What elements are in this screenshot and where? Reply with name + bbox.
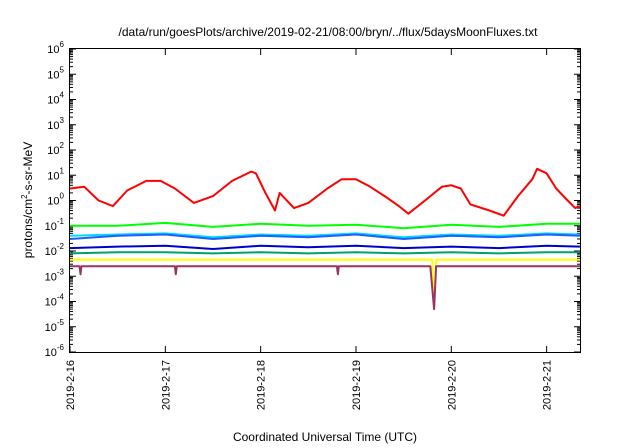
y-tick-label: 100: [47, 192, 64, 208]
series-line-3: [69, 233, 581, 240]
series-line-5: [69, 251, 580, 255]
y-tick-label: 106: [47, 40, 64, 56]
y-axis-label: protons/cm2-s-sr-MeV: [20, 142, 35, 258]
plot-frame: [69, 48, 581, 353]
y-tick-label: 104: [47, 91, 64, 107]
series-line-4: [69, 244, 581, 250]
y-tick-label: 105: [47, 65, 64, 81]
x-tick-label: 2019-2-21: [542, 360, 554, 410]
series-line-7: [70, 265, 580, 311]
series-line-2: [69, 232, 581, 239]
y-axis-ticks: 10-6 10-5 10-4 10-3 10-2 10-1 100 101 102 103 104 1…: [45, 40, 580, 359]
x-tick-label: 2019-2-18: [256, 360, 268, 410]
x-axis-ticks: 2019-2-16 2019-2-17 2019-2-18 2019-2-19 2019…: [65, 49, 554, 410]
series-line-0: [69, 167, 581, 217]
y-tick-label: 101: [47, 166, 64, 182]
y-tick-label: 102: [47, 141, 64, 157]
x-axis-label: Coordinated Universal Time (UTC): [233, 430, 417, 444]
y-tick-label: 10-4: [45, 293, 65, 309]
x-tick-label: 2019-2-16: [65, 360, 77, 410]
series-line-1: [70, 221, 580, 230]
y-tick-label: 10-1: [45, 217, 65, 233]
x-tick-label: 2019-2-19: [351, 360, 363, 410]
series-layer: [69, 167, 581, 311]
x-tick-label: 2019-2-20: [446, 360, 458, 410]
y-tick-label: 10-3: [45, 267, 65, 283]
chart-title: /data/run/goesPlots/archive/2019-02-21/0…: [119, 25, 539, 39]
series-line-6: [70, 258, 580, 311]
y-tick-label: 10-6: [45, 343, 65, 359]
y-tick-label: 10-2: [45, 242, 65, 258]
y-tick-label: 10-5: [45, 318, 65, 334]
x-tick-label: 2019-2-17: [160, 360, 172, 410]
y-tick-label: 103: [47, 116, 64, 132]
